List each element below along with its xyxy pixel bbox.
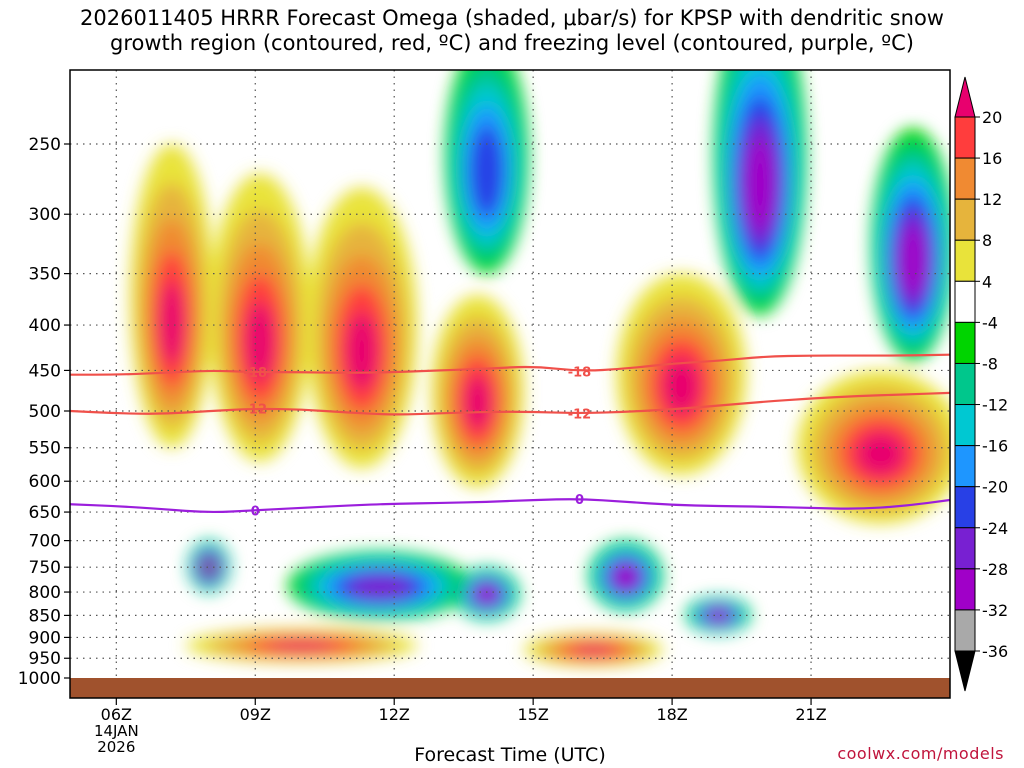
colorbar-tick-label-9: -20: [982, 478, 1008, 497]
y-tick-label-500: 500: [29, 402, 61, 422]
y-tick-label-650: 650: [29, 503, 61, 523]
contours: -18 -18 -12 -12 0 0: [70, 353, 950, 519]
colorbar-tick-label-10: -24: [982, 519, 1008, 538]
colorbar-box-5: [954, 321, 976, 364]
colorbar-box-2: [954, 198, 976, 241]
y-tick-label-700: 700: [29, 532, 61, 552]
colorbar-tick-label-1: 16: [982, 149, 1002, 168]
colorbar-box-9: [954, 486, 976, 529]
omega-feature-12-ring-7: [751, 158, 769, 215]
omega-feature-2-ring-4: [345, 312, 378, 390]
y-tick-label-850: 850: [29, 606, 61, 626]
pressure-axis: 2503003504004505005506006507007508008509…: [18, 135, 70, 689]
contour-label-1-0: -12: [244, 403, 268, 418]
contour-label-1-1: -12: [568, 407, 592, 422]
colorbar-tick-label-0: 20: [982, 108, 1002, 127]
x-axis-label: Forecast Time (UTC): [414, 744, 606, 766]
y-tick-label-800: 800: [29, 583, 61, 603]
contour-line-0: [70, 353, 950, 376]
x-date-label-0: 14JAN: [94, 722, 139, 740]
colorbar-box-1: [954, 157, 976, 200]
colorbar-tick-label-3: 8: [982, 231, 992, 250]
y-tick-label-400: 400: [29, 316, 61, 336]
colorbar-tick-label-2: 12: [982, 190, 1002, 209]
x-tick-label-21Z: 21Z: [795, 705, 826, 724]
colorbar-top-triangle: [954, 76, 976, 118]
x-tick-label-15Z: 15Z: [517, 705, 548, 724]
y-tick-label-900: 900: [29, 628, 61, 648]
omega-feature-4-ring-4: [662, 357, 700, 415]
colorbar-box-8: [954, 445, 976, 488]
plot-frame: [69, 69, 951, 699]
omega-feature-8-ring-7: [480, 589, 493, 600]
contour-label-0-0: -18: [244, 366, 268, 381]
y-tick-label-300: 300: [29, 205, 61, 225]
contour-label-2-1: 0: [575, 493, 584, 508]
colorbar-box-11: [954, 568, 976, 611]
colorbar-tick-label-12: -32: [982, 601, 1008, 620]
y-tick-label-350: 350: [29, 265, 61, 285]
colorbar-box-10: [954, 527, 976, 570]
x-tick-label-18Z: 18Z: [656, 705, 687, 724]
omega-feature-11-ring-5: [476, 144, 497, 201]
omega-feature-9-ring-7: [618, 570, 633, 584]
colorbar-tick-label-5: -4: [982, 313, 998, 332]
x-tick-label-06Z: 06Z: [101, 705, 132, 724]
y-tick-label-950: 950: [29, 649, 61, 669]
x-tick-label-09Z: 09Z: [240, 705, 271, 724]
contour-line-2: [70, 498, 950, 514]
omega-features: [130, 70, 950, 667]
colorbar-tick-label-6: -8: [982, 354, 998, 373]
colorbar-tick-label-11: -28: [982, 560, 1008, 579]
colorbar-tick-label-8: -16: [982, 437, 1008, 456]
omega-feature-0-ring-4: [159, 281, 184, 365]
omega-feature-5-ring-4: [856, 432, 905, 476]
y-tick-label-750: 750: [29, 558, 61, 578]
omega-colorbar: 20 16 12 8 4 -4 -8 -12 -16 -20 -24 -28 -32 -36: [954, 76, 1008, 692]
contour-label-0-1: -18: [568, 365, 592, 380]
y-tick-label-450: 450: [29, 361, 61, 381]
colorbar-tick-label-7: -12: [982, 396, 1008, 415]
contour-line-1: [70, 391, 950, 416]
y-tick-label-600: 600: [29, 472, 61, 492]
contour-label-2-0: 0: [251, 504, 260, 519]
omega-feature-15-ring-4: [573, 645, 614, 655]
colorbar-box-12: [954, 609, 976, 652]
omega-feature-7-ring-6: [360, 579, 400, 595]
y-tick-label-550: 550: [29, 439, 61, 459]
omega-feature-14-ring-4: [268, 641, 335, 651]
x-date-label-1: 2026: [97, 738, 135, 756]
y-tick-label-1000: 1000: [18, 669, 61, 689]
omega-feature-3-ring-4: [464, 375, 491, 430]
ground-surface: [70, 678, 950, 698]
omega-feature-6-ring-9: [205, 563, 213, 572]
colorbar-tick-label-4: 4: [982, 272, 992, 291]
colorbar-box-0: [954, 116, 976, 159]
colorbar-bottom-triangle: [954, 650, 976, 692]
colorbar-box-4: [954, 280, 976, 323]
chart-title: 2026011405 HRRR Forecast Omega (shaded, …: [80, 6, 944, 55]
x-tick-label-12Z: 12Z: [379, 705, 410, 724]
colorbar-box-7: [954, 404, 976, 447]
y-tick-label-250: 250: [29, 135, 61, 155]
colorbar-box-3: [954, 239, 976, 282]
omega-feature-10-ring-7: [712, 612, 725, 619]
omega-feature-13-ring-7: [905, 240, 921, 283]
omega-shading: [130, 70, 950, 667]
source-credit[interactable]: coolwx.com/models: [837, 744, 1004, 763]
colorbar-tick-label-13: -36: [982, 642, 1008, 661]
omega-feature-1-ring-4: [245, 302, 275, 382]
colorbar-box-6: [954, 362, 976, 406]
